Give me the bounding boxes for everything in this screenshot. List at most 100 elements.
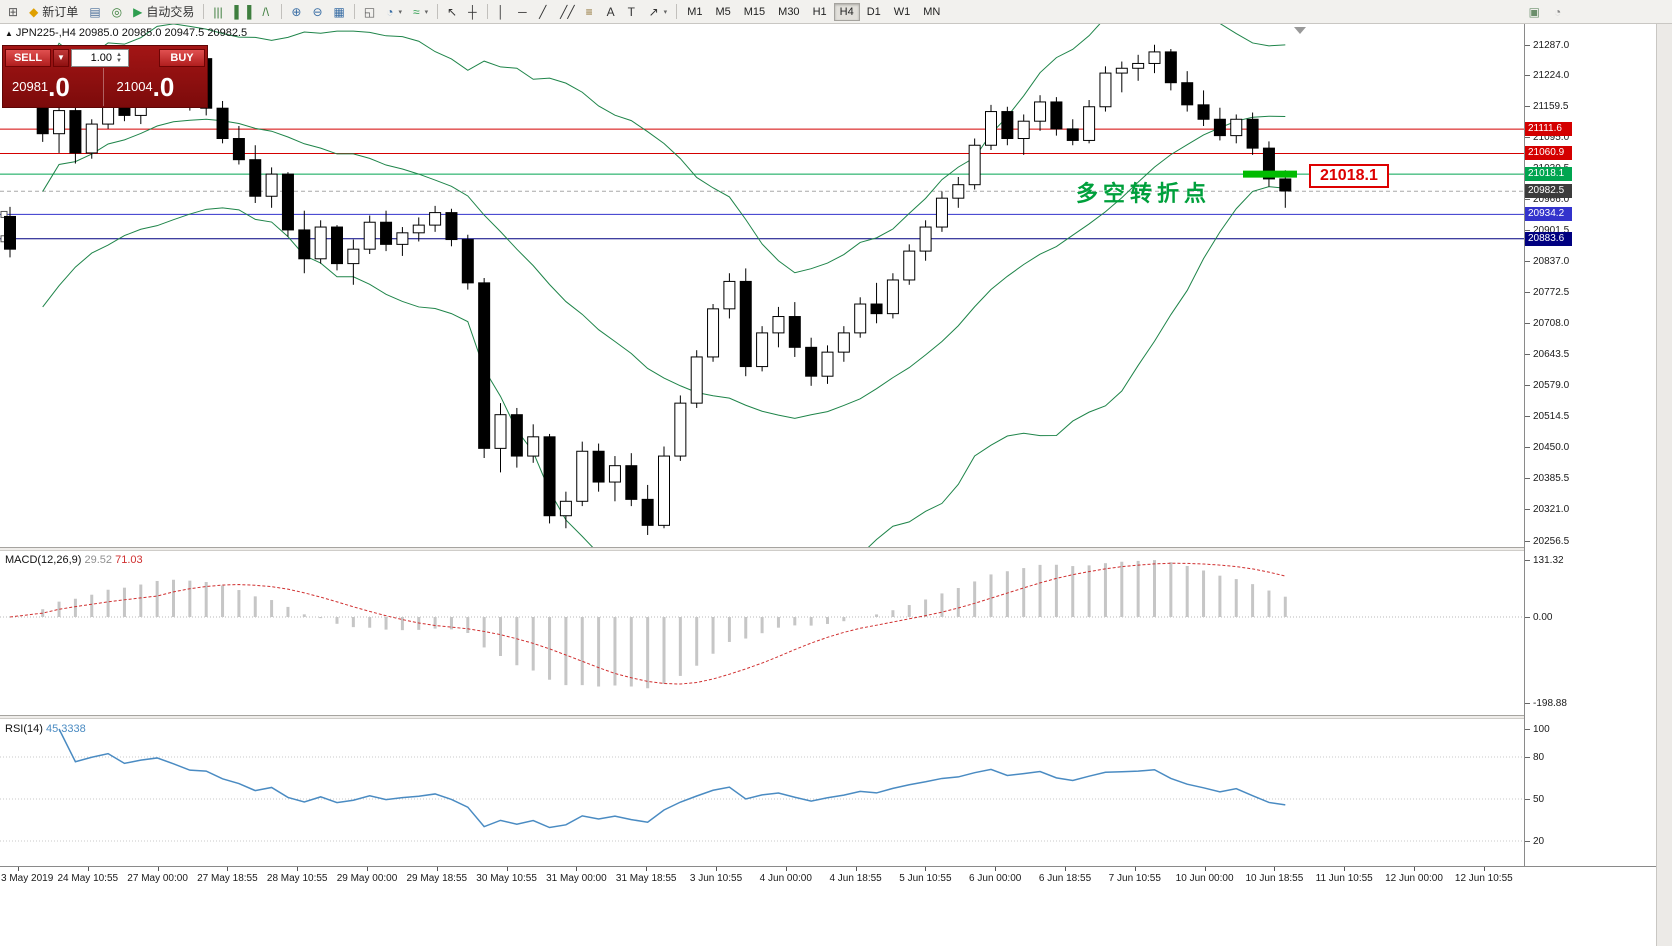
symbol-ohlc-text: JPN225-,H4 20985.0 20985.0 20947.5 20982…	[15, 27, 248, 39]
time-axis-tick	[855, 867, 857, 871]
macd-axis-tick	[1525, 617, 1530, 618]
arrow-objects-tool-button[interactable]: ↗ ▾	[644, 2, 673, 22]
candle-body	[837, 332, 850, 353]
price-axis-tick	[1525, 447, 1530, 449]
ohlc-toggle-icon[interactable]: ▲	[5, 29, 13, 38]
candle-body	[1262, 147, 1275, 180]
time-label-16: 7 Jun 10:55	[1108, 873, 1161, 884]
auto-trading-button[interactable]: ▶ 自动交易	[128, 2, 199, 22]
fibonacci-tool-button[interactable]: ≡	[581, 2, 601, 22]
main-price-chart[interactable]	[0, 24, 1524, 547]
candle-body	[903, 250, 916, 281]
price-axis-tick	[1525, 509, 1530, 511]
time-label-10: 3 Jun 10:55	[689, 873, 743, 884]
bar-chart-type-button[interactable]: |||	[208, 2, 228, 22]
line-chart-type-button[interactable]: /\	[257, 2, 277, 22]
price-label-20966.0: 20966.0	[1533, 194, 1570, 206]
time-axis-tick	[646, 867, 648, 871]
time-label-8: 31 May 00:00	[546, 873, 607, 884]
time-axis[interactable]: 3 May 2019 24 May 10:55 27 May 00:00 27 May…	[0, 866, 1656, 890]
macd-panel[interactable]	[0, 551, 1524, 715]
timeframe-H4[interactable]: H4	[833, 2, 860, 21]
candle-body	[216, 107, 229, 140]
text-tool-button[interactable]: A	[602, 2, 622, 22]
volume-dropdown-button[interactable]: ▼	[53, 48, 69, 67]
market-watch-button[interactable]: ▤	[84, 2, 105, 22]
candle-body	[870, 303, 883, 315]
candle-body	[380, 221, 393, 245]
new-order-button[interactable]: ◆ 新订单	[24, 2, 83, 22]
time-label-19: 11 Jun 10:55	[1315, 873, 1373, 884]
toolbar: ⊞ ◆ 新订单 ▤ ◎ ▶ 自动交易 ||| ▌▐/\ ⊕ ⊖ ▦ ◱ ◔ ▾ ≈ ▾ ↖ ┼ │ ─ ╱ ╱╱ ≡ A T ↗ ▾ M…	[0, 0, 1672, 24]
timeframe-M15[interactable]: M15	[738, 3, 771, 21]
timeframe-D1[interactable]: D1	[861, 3, 887, 21]
candle-body	[396, 232, 409, 245]
toolbar-separator	[487, 4, 489, 19]
timeframe-M1[interactable]: M1	[681, 3, 708, 21]
vertical-scrollbar[interactable]	[1656, 24, 1672, 946]
navigator-button[interactable]: ◎	[107, 2, 127, 22]
chart-profile-button[interactable]: ▣	[1524, 2, 1545, 22]
channel-tool-button[interactable]: ╱╱	[555, 2, 579, 22]
crosshair-tool-icon: ┼	[468, 4, 477, 19]
timeframe-W1[interactable]: W1	[888, 3, 917, 21]
time-axis-tick	[1344, 867, 1346, 871]
volume-spinner[interactable]: ▲ ▼	[114, 52, 124, 64]
timeframe-M5[interactable]: M5	[709, 3, 736, 21]
price-label-20837.0: 20837.0	[1533, 256, 1570, 268]
price-axis-tick	[1525, 540, 1530, 542]
candle-body	[821, 351, 834, 377]
macd-signal-line	[9, 562, 1286, 685]
candle-body	[4, 215, 16, 250]
macd-signal-value: 71.03	[115, 554, 143, 566]
text-label-tool-button[interactable]: T	[623, 2, 643, 22]
time-axis-tick	[87, 867, 89, 871]
volume-input[interactable]	[72, 51, 114, 64]
candle-body	[314, 226, 327, 260]
candle-chart-type-button[interactable]: ▌▐	[229, 2, 256, 22]
rsi-panel[interactable]	[0, 719, 1524, 866]
timeframe-MN[interactable]: MN	[917, 3, 946, 21]
candle-body	[1197, 104, 1210, 120]
buy-price[interactable]: 21004.0	[102, 68, 208, 106]
zoom-out-button[interactable]: ⊖	[307, 2, 327, 22]
time-axis-tick	[1065, 867, 1066, 871]
trendline-tool-button[interactable]: ╱	[534, 2, 554, 22]
price-axis-tick	[1525, 137, 1530, 139]
price-axis-tick	[1525, 354, 1530, 356]
spinner-down-icon: ▼	[116, 57, 122, 64]
vertical-line-tool-button[interactable]: │	[492, 2, 512, 22]
text-label-tool-icon: T	[627, 4, 635, 19]
candle-body	[510, 414, 523, 457]
time-label-7: 30 May 10:55	[476, 873, 537, 884]
sell-price[interactable]: 20981.0	[3, 68, 103, 106]
new-chart-button[interactable]: ⊞	[3, 2, 23, 22]
cursor-tool-button[interactable]: ↖	[442, 2, 462, 22]
arrange-windows-button[interactable]: ◱	[359, 2, 380, 22]
horizontal-line-tool-button[interactable]: ─	[513, 2, 533, 22]
toolbar-separator	[353, 4, 355, 19]
turning-point-annotation[interactable]: 多空转折点	[1076, 181, 1212, 206]
macd-axis-tick	[1525, 702, 1530, 704]
chart-shift-marker-icon[interactable]	[1294, 27, 1306, 34]
indicators-button[interactable]: ≈ ▾	[408, 2, 433, 22]
panel-splitter-macd[interactable]	[0, 547, 1656, 551]
tile-windows-button[interactable]: ▦	[329, 2, 350, 22]
timeframe-M30[interactable]: M30	[772, 3, 805, 21]
crosshair-tool-button[interactable]: ┼	[463, 2, 483, 22]
panel-splitter-rsi[interactable]	[0, 715, 1656, 719]
candle-body	[249, 159, 262, 197]
metaquotes-services-button[interactable]: ◔	[1549, 2, 1569, 22]
period-selector-button[interactable]: ◔ ▾	[381, 2, 407, 22]
zoom-in-button[interactable]: ⊕	[286, 2, 306, 22]
rsi-line	[58, 728, 1286, 829]
spinner-up-icon: ▲	[116, 51, 122, 58]
timeframe-H1[interactable]: H1	[807, 3, 833, 21]
price-axis[interactable]: 21287.021224.021159.521095.021030.520966…	[1524, 24, 1656, 866]
sell-button[interactable]: SELL	[5, 48, 51, 67]
candle-body	[1066, 128, 1079, 141]
navigator-icon: ◎	[111, 4, 123, 19]
buy-button[interactable]: BUY	[159, 48, 205, 67]
price-callout-label[interactable]: 21018.1	[1309, 164, 1389, 188]
time-axis-tick	[297, 867, 299, 871]
